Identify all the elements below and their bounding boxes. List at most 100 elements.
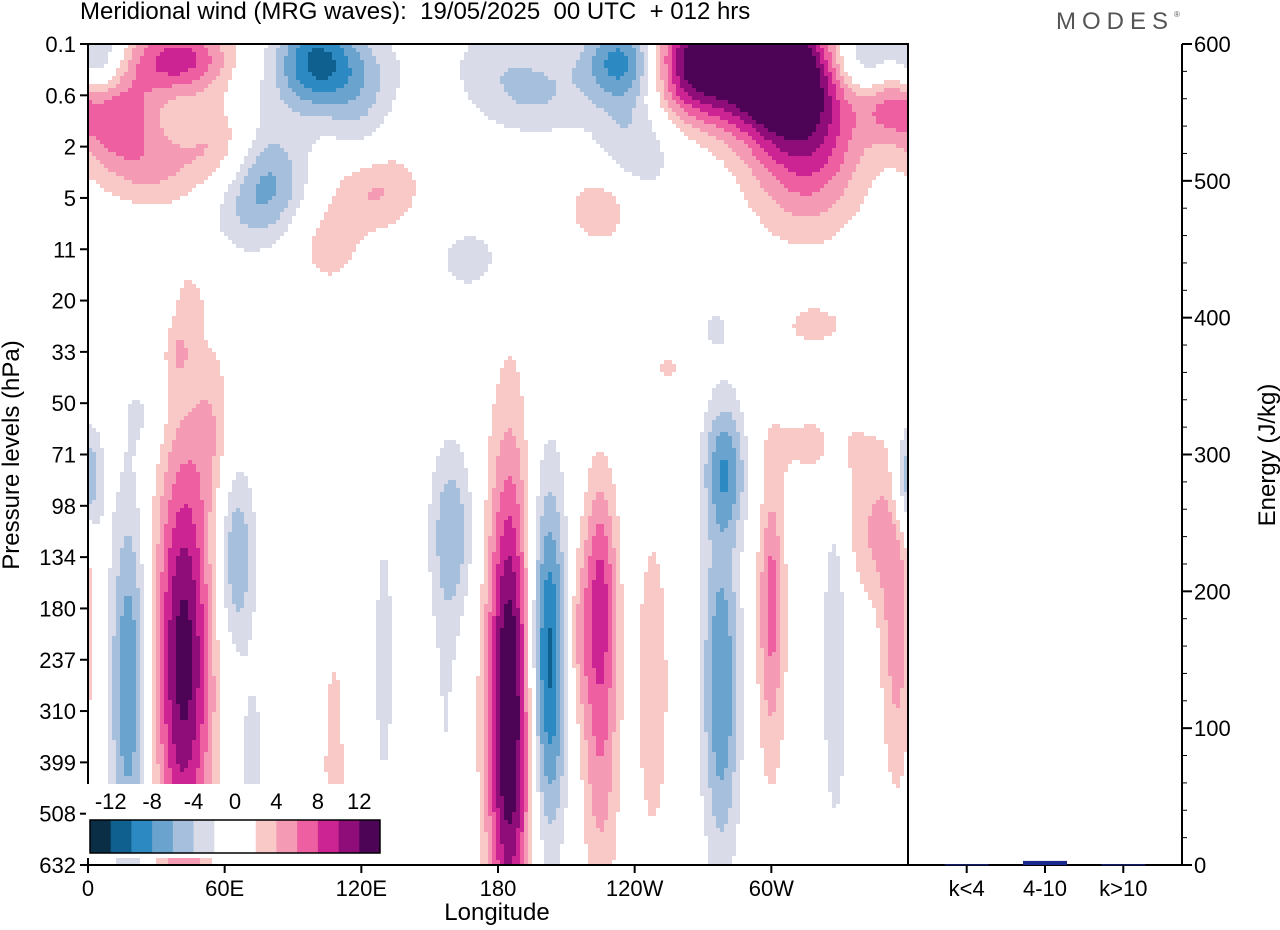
field-cell bbox=[852, 480, 892, 484]
field-cell bbox=[212, 732, 220, 736]
field-cell bbox=[588, 560, 596, 564]
field-cell bbox=[284, 72, 296, 76]
field-cell bbox=[640, 696, 668, 700]
field-cell bbox=[160, 668, 164, 672]
field-cell bbox=[736, 660, 744, 664]
field-cell bbox=[448, 256, 492, 260]
field-cell bbox=[768, 604, 776, 608]
field-cell bbox=[616, 552, 620, 556]
field-cell bbox=[728, 624, 736, 628]
field-cell bbox=[464, 556, 472, 560]
field-cell bbox=[496, 388, 520, 392]
field-cell bbox=[700, 768, 708, 772]
field-cell bbox=[708, 592, 716, 596]
field-cell bbox=[168, 748, 176, 752]
field-cell bbox=[460, 564, 468, 568]
field-cell bbox=[756, 656, 764, 660]
field-cell bbox=[236, 648, 248, 652]
field-cell bbox=[536, 704, 540, 708]
field-cell bbox=[524, 576, 528, 580]
field-cell bbox=[496, 744, 500, 748]
field-cell bbox=[144, 112, 160, 116]
field-cell bbox=[524, 524, 528, 528]
field-cell bbox=[548, 100, 592, 104]
field-cell bbox=[112, 696, 120, 700]
field-cell bbox=[896, 524, 900, 528]
field-cell bbox=[460, 72, 504, 76]
field-cell bbox=[640, 648, 664, 652]
field-cell bbox=[560, 620, 564, 624]
field-cell bbox=[488, 564, 492, 568]
field-cell bbox=[192, 48, 208, 52]
field-cell bbox=[848, 140, 908, 144]
field-cell bbox=[492, 756, 496, 760]
field-cell bbox=[144, 136, 168, 140]
field-cell bbox=[700, 576, 708, 580]
field-cell bbox=[852, 476, 892, 480]
field-cell bbox=[156, 708, 160, 712]
field-cell bbox=[736, 464, 744, 468]
field-cell bbox=[700, 684, 704, 688]
field-cell bbox=[904, 468, 908, 472]
field-cell bbox=[756, 564, 764, 568]
field-cell bbox=[704, 424, 712, 428]
field-cell bbox=[704, 704, 712, 708]
field-cell bbox=[556, 616, 560, 620]
field-cell bbox=[564, 768, 568, 772]
field-cell bbox=[844, 188, 868, 192]
field-cell bbox=[500, 576, 516, 580]
field-cell bbox=[324, 48, 344, 52]
field-cell bbox=[444, 724, 448, 728]
field-cell bbox=[212, 636, 216, 640]
field-cell bbox=[712, 476, 720, 480]
field-cell bbox=[484, 700, 488, 704]
field-cell bbox=[612, 572, 616, 576]
field-cell bbox=[780, 676, 784, 680]
field-cell bbox=[524, 536, 528, 540]
field-cell bbox=[132, 756, 140, 760]
field-cell bbox=[668, 76, 672, 80]
field-cell bbox=[500, 656, 516, 660]
field-cell bbox=[516, 528, 520, 532]
field-cell bbox=[496, 564, 504, 568]
field-cell bbox=[120, 676, 136, 680]
field-cell bbox=[176, 680, 192, 684]
field-cell bbox=[224, 540, 228, 544]
field-cell bbox=[248, 588, 256, 592]
field-cell bbox=[780, 652, 788, 656]
field-cell bbox=[540, 696, 544, 700]
field-cell bbox=[904, 572, 908, 576]
field-cell bbox=[620, 124, 628, 128]
field-cell bbox=[88, 500, 92, 504]
field-cell bbox=[96, 496, 104, 500]
field-cell bbox=[228, 544, 248, 548]
field-cell bbox=[640, 740, 664, 744]
field-cell bbox=[208, 584, 212, 588]
field-cell bbox=[796, 172, 812, 176]
field-cell bbox=[492, 716, 496, 720]
field-cell bbox=[504, 520, 512, 524]
field-cell bbox=[904, 652, 908, 656]
field-cell bbox=[780, 576, 788, 580]
field-cell bbox=[716, 504, 732, 508]
field-cell bbox=[436, 544, 464, 548]
field-cell bbox=[840, 124, 856, 128]
field-cell bbox=[644, 572, 660, 576]
field-cell bbox=[488, 468, 496, 472]
field-cell bbox=[280, 216, 292, 220]
field-cell bbox=[328, 700, 340, 704]
field-cell bbox=[112, 644, 120, 648]
field-cell bbox=[308, 56, 332, 60]
field-cell bbox=[244, 512, 256, 516]
field-cell bbox=[764, 692, 776, 696]
field-cell bbox=[780, 572, 788, 576]
field-cell bbox=[780, 588, 788, 592]
field-cell bbox=[536, 584, 540, 588]
field-cell bbox=[328, 712, 340, 716]
field-cell bbox=[528, 764, 532, 768]
field-cell bbox=[376, 92, 396, 96]
field-cell bbox=[172, 528, 196, 532]
field-cell bbox=[872, 548, 900, 552]
field-cell bbox=[124, 604, 132, 608]
field-cell bbox=[124, 56, 132, 60]
